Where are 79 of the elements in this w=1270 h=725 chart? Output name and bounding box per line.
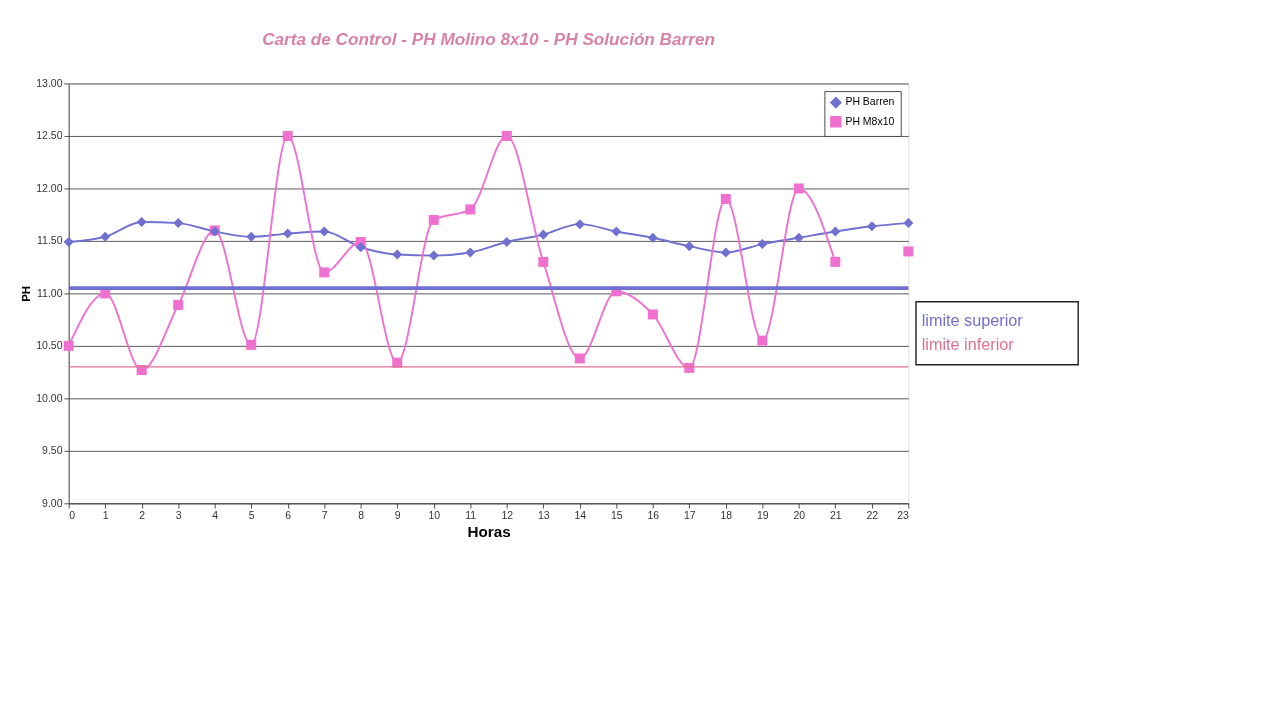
point [538,229,549,240]
point [574,353,585,364]
point [538,256,549,267]
point [757,335,768,346]
point [246,339,257,350]
point [830,226,841,237]
x-tick-label: 21 [830,510,842,522]
x-axis-title: Horas [467,523,511,541]
x-tick-label: 7 [321,510,328,522]
x-tick-label: 11 [465,510,477,522]
x-tick-label: 18 [720,510,733,522]
x-tick-label: 22 [866,510,879,522]
x-tick-label: 2 [139,510,146,522]
point [246,231,257,242]
point [720,247,731,258]
x-tick-label: 13 [537,510,550,522]
y-tick-label: 13.00 [36,77,63,89]
ref-line-label: limite inferior [921,335,1015,354]
point [100,231,111,242]
point [647,309,658,320]
y-axis-title: PH [19,285,32,302]
point [866,221,877,232]
x-tick-label: 6 [285,510,292,522]
x-tick-label: 5 [248,510,255,522]
y-tick-label: 9.50 [42,445,63,457]
point [501,236,512,247]
x-tick-label: 14 [574,510,587,522]
point [392,249,403,260]
point [136,217,147,228]
point [282,228,293,239]
x-tick-label: 23 [897,510,910,522]
point [903,246,914,257]
point [465,247,476,258]
point [611,226,622,237]
point [355,242,366,253]
legend-label: PH M8x10 [845,115,895,127]
x-tick-label: 3 [175,510,182,522]
x-tick-label: 20 [793,510,806,522]
ref-line-label: limite superior [921,310,1024,329]
y-tick-label: 9.00 [42,497,63,509]
x-tick-label: 0 [69,510,76,522]
x-tick-label: 10 [428,510,441,522]
x-tick-label: 9 [394,510,401,522]
point [757,239,768,250]
point [63,236,74,247]
x-tick-label: 12 [501,510,514,522]
y-tick-label: 12.00 [36,182,63,194]
point [793,183,804,194]
legend-label: PH Barren [845,96,895,108]
y-tick-label: 10.50 [36,340,63,352]
point [647,232,658,243]
y-tick-label: 12.50 [36,130,63,142]
point [428,214,439,225]
point [319,226,330,237]
point [684,241,695,252]
point [465,204,476,215]
point [428,250,439,261]
point [319,267,330,278]
point [903,218,914,229]
point [282,130,293,141]
x-tick-label: 8 [358,510,365,522]
point [173,299,184,310]
x-tick-label: 19 [756,510,769,522]
x-tick-label: 17 [683,510,696,522]
point [63,340,74,351]
y-tick-label: 11.50 [37,235,63,247]
x-tick-label: 15 [610,510,623,522]
point [501,130,512,141]
point [173,218,184,229]
chart-title: Carta de Control - PH Molino 8x10 - PH Solución Barren [262,29,715,50]
y-tick-label: 10.00 [36,392,63,404]
y-tick-label: 11.00 [37,287,63,299]
x-tick-label: 16 [647,510,660,522]
point [574,219,585,230]
x-tick-label: 4 [212,510,219,522]
point [830,256,841,267]
x-tick-label: 1 [102,510,109,522]
point [720,193,731,204]
point [793,232,804,243]
